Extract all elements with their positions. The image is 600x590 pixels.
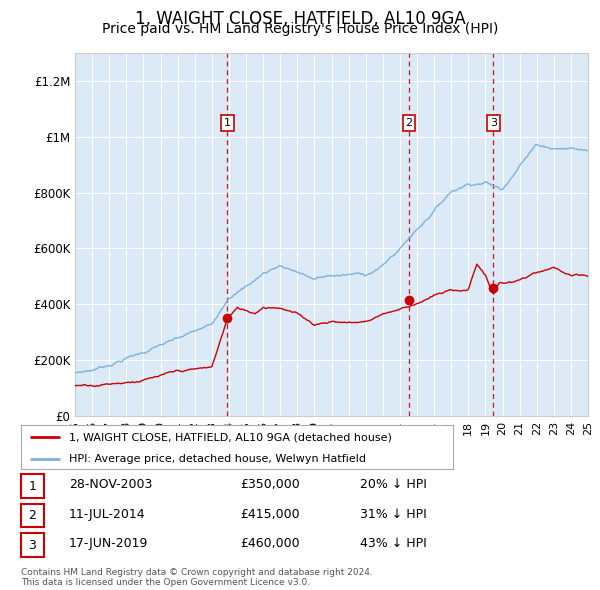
Text: 3: 3: [490, 118, 497, 128]
Text: 43% ↓ HPI: 43% ↓ HPI: [360, 537, 427, 550]
Text: 1: 1: [28, 480, 37, 493]
Text: £460,000: £460,000: [240, 537, 299, 550]
Text: 1: 1: [224, 118, 231, 128]
Text: 1, WAIGHT CLOSE, HATFIELD, AL10 9GA (detached house): 1, WAIGHT CLOSE, HATFIELD, AL10 9GA (det…: [68, 432, 391, 442]
Text: 17-JUN-2019: 17-JUN-2019: [69, 537, 148, 550]
Text: 2: 2: [406, 118, 413, 128]
Text: 11-JUL-2014: 11-JUL-2014: [69, 508, 146, 521]
Text: Price paid vs. HM Land Registry's House Price Index (HPI): Price paid vs. HM Land Registry's House …: [102, 22, 498, 36]
Text: 28-NOV-2003: 28-NOV-2003: [69, 478, 152, 491]
Text: £350,000: £350,000: [240, 478, 300, 491]
Text: 20% ↓ HPI: 20% ↓ HPI: [360, 478, 427, 491]
Text: HPI: Average price, detached house, Welwyn Hatfield: HPI: Average price, detached house, Welw…: [68, 454, 365, 464]
Text: 1, WAIGHT CLOSE, HATFIELD, AL10 9GA: 1, WAIGHT CLOSE, HATFIELD, AL10 9GA: [134, 10, 466, 28]
Text: £415,000: £415,000: [240, 508, 299, 521]
Text: 3: 3: [28, 539, 37, 552]
Text: Contains HM Land Registry data © Crown copyright and database right 2024.
This d: Contains HM Land Registry data © Crown c…: [21, 568, 373, 587]
Text: 31% ↓ HPI: 31% ↓ HPI: [360, 508, 427, 521]
Text: 2: 2: [28, 509, 37, 522]
